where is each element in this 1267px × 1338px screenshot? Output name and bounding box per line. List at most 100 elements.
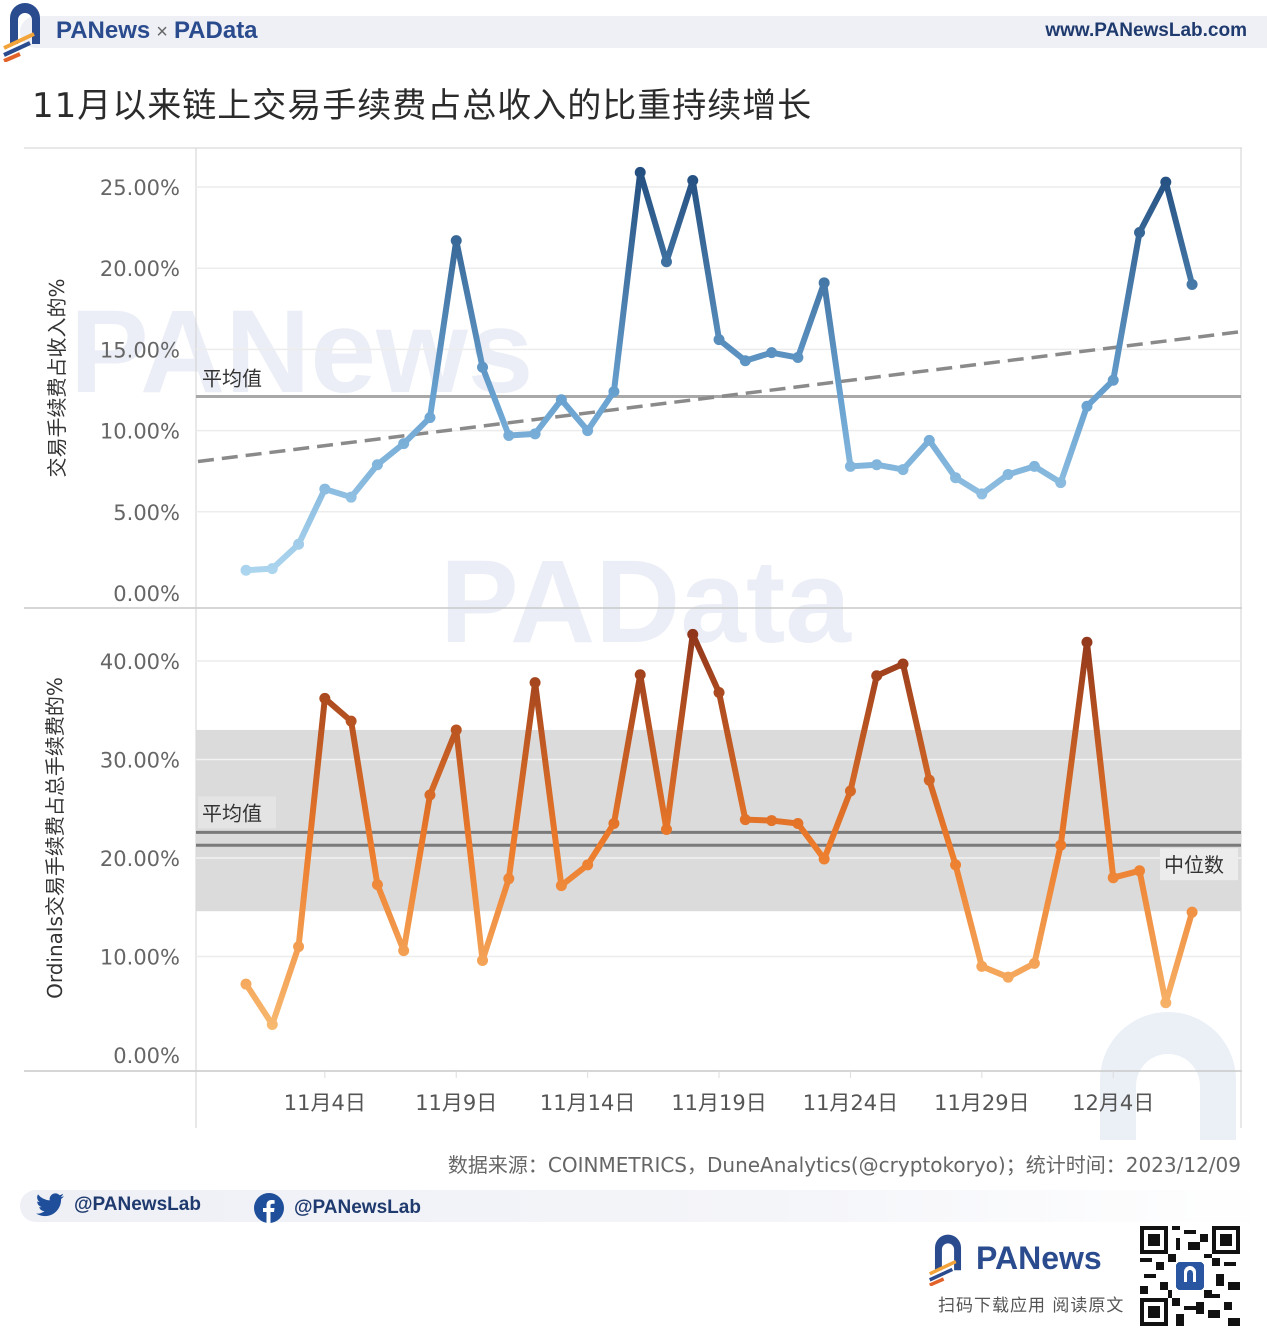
data-point[interactable] (1002, 971, 1014, 983)
data-point[interactable] (319, 483, 331, 495)
data-point[interactable] (293, 941, 305, 953)
data-point[interactable] (477, 954, 489, 966)
y-tick-label: 25.00% (100, 176, 180, 200)
bottom-chart-y-label: Ordinals交易手续费占总手续费的% (43, 677, 67, 999)
data-point[interactable] (1107, 374, 1119, 386)
data-point[interactable] (950, 472, 962, 484)
top-chart-y-label: 交易手续费占收入的% (45, 278, 69, 477)
facebook-link[interactable]: @PANewsLab (254, 1193, 421, 1223)
data-point[interactable] (345, 491, 357, 503)
y-tick-label: 30.00% (100, 749, 180, 773)
data-point[interactable] (1028, 460, 1040, 472)
x-tick-label: 11月14日 (540, 1091, 635, 1115)
data-point[interactable] (792, 352, 804, 364)
bottom-chart-series-line (240, 628, 1198, 1030)
data-point[interactable] (660, 823, 672, 835)
data-point[interactable] (923, 434, 935, 446)
x-tick-label: 11月29日 (934, 1091, 1029, 1115)
data-point[interactable] (1160, 176, 1172, 188)
y-tick-label: 0.00% (113, 582, 180, 606)
data-point[interactable] (1186, 906, 1198, 918)
data-point[interactable] (1160, 997, 1172, 1009)
data-point[interactable] (1081, 400, 1093, 412)
data-point[interactable] (660, 256, 672, 268)
data-point[interactable] (266, 563, 278, 575)
bottom-chart-reference-band (196, 729, 1241, 912)
data-point[interactable] (398, 945, 410, 957)
data-point[interactable] (450, 235, 462, 247)
data-point[interactable] (634, 166, 646, 178)
data-point[interactable] (1028, 957, 1040, 969)
data-point[interactable] (766, 815, 778, 827)
data-point[interactable] (739, 814, 751, 826)
header-bar (20, 16, 1267, 48)
data-point[interactable] (1081, 636, 1093, 648)
site-url-link[interactable]: www.PANewsLab.com (1045, 20, 1247, 41)
data-point[interactable] (766, 347, 778, 359)
data-point[interactable] (1186, 278, 1198, 290)
data-point[interactable] (424, 412, 436, 424)
data-point[interactable] (1107, 872, 1119, 884)
data-point[interactable] (424, 789, 436, 801)
data-point[interactable] (503, 429, 515, 441)
top-chart-y-axis: 0.00% 5.00% 10.00% 15.00% 20.00% 25.00% (100, 176, 180, 606)
data-point[interactable] (608, 386, 620, 398)
data-point[interactable] (687, 628, 699, 640)
data-point[interactable] (1055, 839, 1067, 851)
data-point[interactable] (844, 460, 856, 472)
data-point[interactable] (871, 459, 883, 471)
data-point[interactable] (739, 355, 751, 367)
watermark-padata: PAData (440, 536, 852, 668)
data-point[interactable] (345, 715, 357, 727)
twitter-handle: @PANewsLab (74, 1194, 201, 1215)
data-point[interactable] (634, 669, 646, 681)
data-point[interactable] (371, 459, 383, 471)
page-title: 11月以来链上交易手续费占总收入的比重持续增长 (32, 86, 813, 126)
data-point[interactable] (240, 564, 252, 576)
data-point[interactable] (844, 785, 856, 797)
data-point[interactable] (713, 334, 725, 346)
data-point[interactable] (897, 658, 909, 670)
y-tick-label: 10.00% (100, 946, 180, 970)
data-point[interactable] (923, 774, 935, 786)
data-point[interactable] (555, 394, 567, 406)
data-point[interactable] (792, 818, 804, 830)
data-point[interactable] (687, 175, 699, 187)
data-point[interactable] (450, 724, 462, 736)
data-point[interactable] (1134, 226, 1146, 238)
average-label: 平均值 (202, 801, 262, 825)
data-point[interactable] (398, 438, 410, 450)
y-tick-label: 15.00% (100, 338, 180, 362)
data-point[interactable] (293, 538, 305, 550)
data-point[interactable] (608, 818, 620, 830)
data-point[interactable] (529, 677, 541, 689)
data-point[interactable] (871, 670, 883, 682)
y-tick-label: 5.00% (113, 501, 180, 525)
data-point[interactable] (976, 488, 988, 500)
footer-caption: 扫码下载应用 阅读原文 (938, 1296, 1125, 1316)
data-point[interactable] (582, 425, 594, 437)
data-point[interactable] (976, 960, 988, 972)
data-point[interactable] (1055, 477, 1067, 489)
data-point[interactable] (897, 464, 909, 476)
data-point[interactable] (713, 687, 725, 699)
data-point[interactable] (319, 692, 331, 704)
twitter-link[interactable]: @PANewsLab (36, 1193, 201, 1217)
qr-code-icon[interactable] (1140, 1226, 1240, 1326)
x-tick-label: 11月24日 (803, 1091, 898, 1115)
data-point[interactable] (950, 859, 962, 871)
data-point[interactable] (240, 978, 252, 990)
data-point[interactable] (371, 879, 383, 891)
data-point[interactable] (1134, 865, 1146, 877)
data-point[interactable] (1002, 468, 1014, 480)
facebook-handle: @PANewsLab (294, 1197, 421, 1218)
data-point[interactable] (818, 277, 830, 289)
data-point[interactable] (555, 880, 567, 892)
data-point[interactable] (529, 428, 541, 440)
x-tick-label: 11月4日 (284, 1091, 366, 1115)
data-point[interactable] (503, 873, 515, 885)
data-point[interactable] (477, 361, 489, 373)
data-point[interactable] (818, 853, 830, 865)
data-point[interactable] (582, 859, 594, 871)
data-point[interactable] (266, 1018, 278, 1030)
